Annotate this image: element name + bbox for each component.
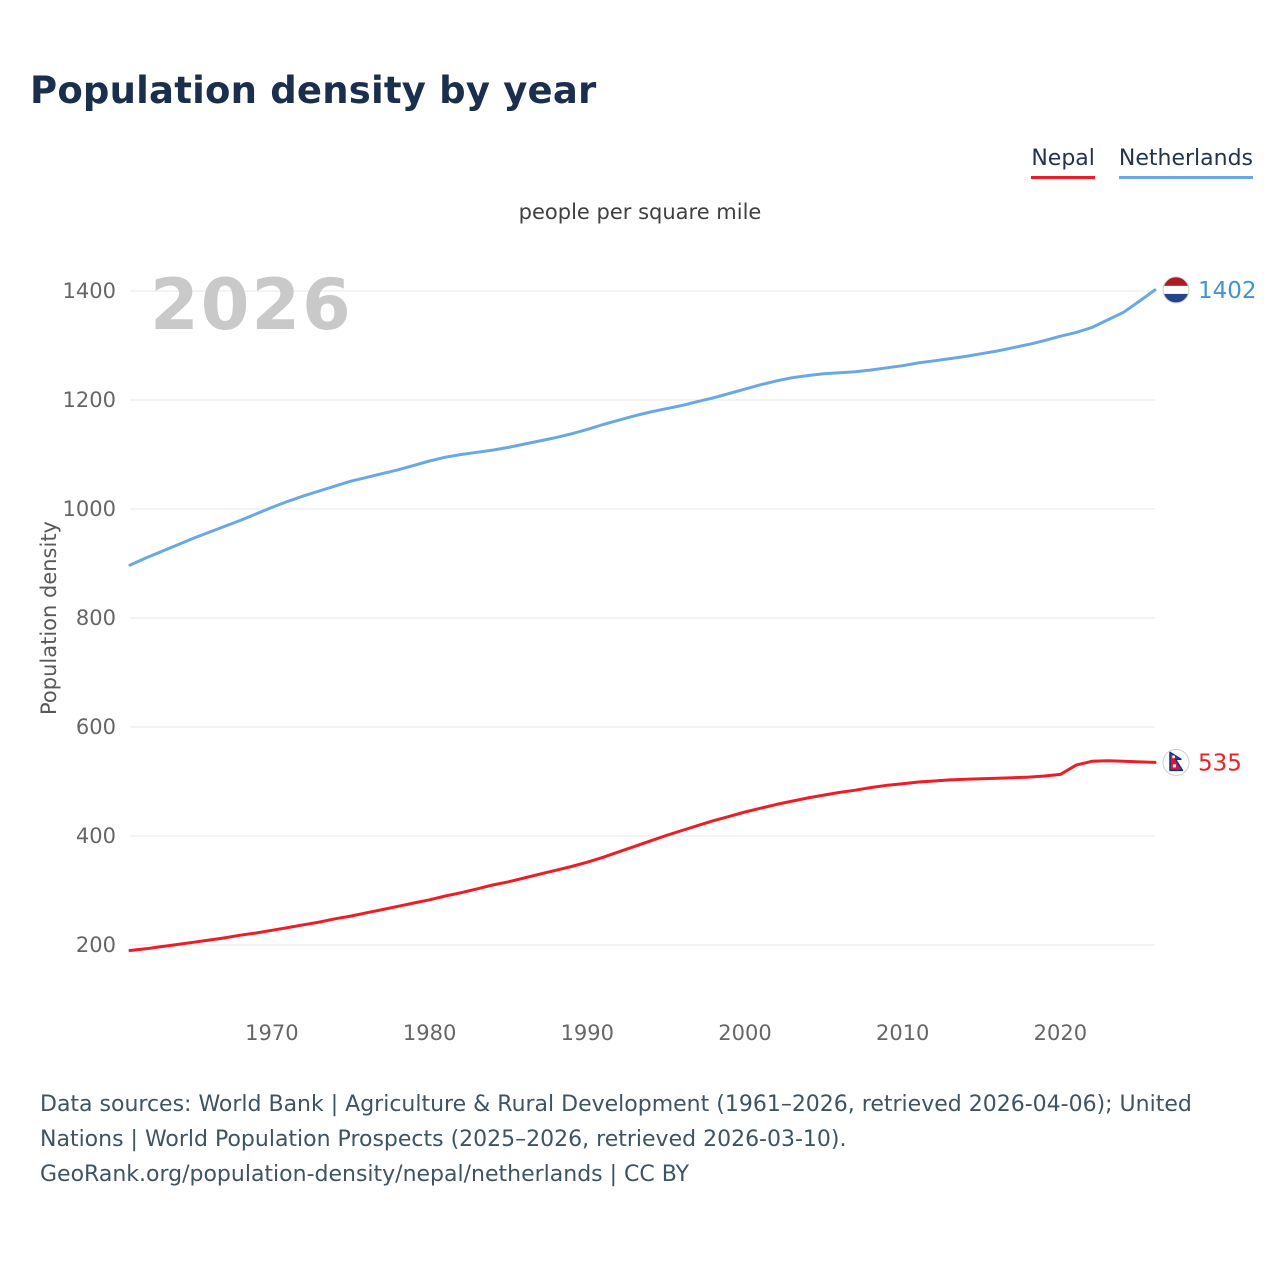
footer: Data sources: World Bank | Agriculture &… bbox=[40, 1087, 1250, 1193]
y-tick-label: 1000 bbox=[63, 497, 116, 521]
y-tick-label: 1400 bbox=[63, 279, 116, 303]
y-tick-label: 600 bbox=[76, 715, 116, 739]
y-tick-label: 1200 bbox=[63, 388, 116, 412]
end-value-label-netherlands: 1402 bbox=[1198, 278, 1257, 304]
footer-attribution-url: GeoRank.org/population-density/nepal/net… bbox=[40, 1162, 690, 1188]
y-axis-title: Population density bbox=[37, 521, 61, 716]
x-tick-label: 2000 bbox=[718, 1021, 771, 1045]
year-watermark: 2026 bbox=[150, 264, 353, 346]
legend-item-netherlands[interactable]: Netherlands bbox=[1118, 146, 1253, 179]
y-tick-label: 200 bbox=[76, 933, 116, 957]
y-tick-label: 400 bbox=[76, 824, 116, 848]
x-tick-label: 2010 bbox=[876, 1021, 929, 1045]
legend: Nepal Netherlands bbox=[1031, 146, 1253, 179]
x-tick-label: 1990 bbox=[561, 1021, 614, 1045]
netherlands-flag-icon bbox=[1162, 276, 1190, 304]
footer-data-sources-line-1: Data sources: World Bank | Agriculture &… bbox=[40, 1092, 1192, 1117]
chart-units-label: people per square mile bbox=[518, 200, 762, 224]
footer-data-sources-line-2: Nations | World Population Prospects (20… bbox=[40, 1127, 847, 1153]
x-tick-label: 1980 bbox=[403, 1021, 456, 1045]
page-title: Population density by year bbox=[30, 69, 597, 112]
x-tick-label: 1970 bbox=[245, 1021, 298, 1045]
series-line-netherlands bbox=[128, 288, 1157, 567]
legend-item-nepal[interactable]: Nepal bbox=[1031, 146, 1095, 179]
series-line-nepal bbox=[128, 759, 1157, 952]
x-tick-label: 2020 bbox=[1034, 1021, 1087, 1045]
end-value-label-nepal: 535 bbox=[1198, 750, 1242, 776]
nepal-flag-icon bbox=[1162, 748, 1190, 776]
y-tick-label: 800 bbox=[76, 606, 116, 630]
